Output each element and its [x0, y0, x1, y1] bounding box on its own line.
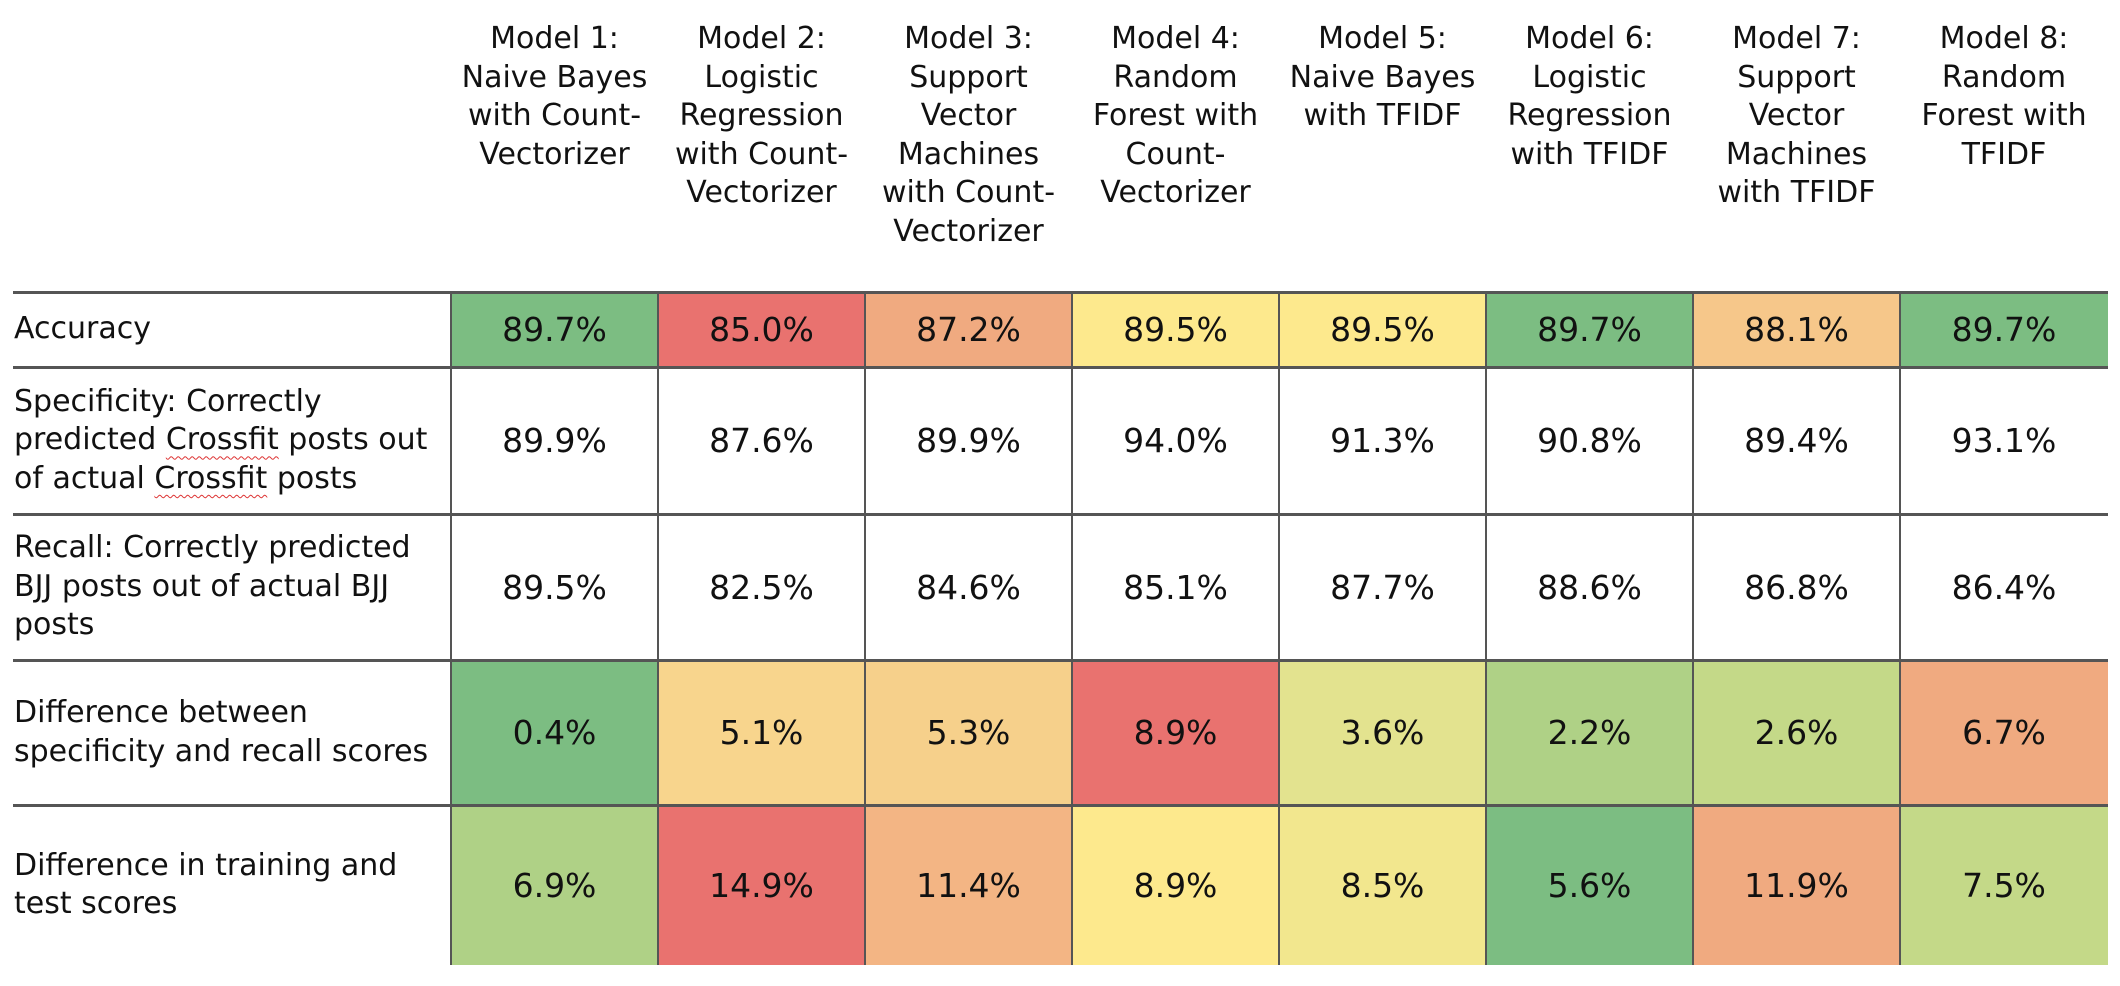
table-cell-r3-c8: 86.4% — [1900, 514, 2108, 660]
table-cell-r4-c2: 5.1% — [658, 660, 865, 805]
table-cell-r3-c3: 84.6% — [865, 514, 1072, 660]
column-header-model-5: Model 5: Naive Bayes with TFIDF — [1289, 21, 1476, 133]
table-cell-r4-c3: 5.3% — [865, 660, 1072, 805]
table-cell-r3-c6: 88.6% — [1486, 514, 1693, 660]
row-label-2: Specificity: Correctly predicted Crossfi… — [14, 383, 428, 496]
column-divider — [1485, 292, 1487, 965]
column-divider — [450, 292, 452, 965]
table-cell-r4-c6: 2.2% — [1486, 660, 1693, 805]
table-cell-r3-c2: 82.5% — [658, 514, 865, 660]
table-cell-r2-c4: 94.0% — [1072, 367, 1279, 514]
table-cell-r2-c8: 93.1% — [1900, 367, 2108, 514]
table-cell-r4-c4: 8.9% — [1072, 660, 1279, 805]
table-cell-r4-c8: 6.7% — [1900, 660, 2108, 805]
column-header-model-6: Model 6: Logistic Regression with TFIDF — [1507, 21, 1672, 172]
column-divider — [1278, 292, 1280, 965]
table-cell-r4-c1: 0.4% — [451, 660, 658, 805]
table-cell-r2-c7: 89.4% — [1693, 367, 1900, 514]
column-divider — [1071, 292, 1073, 965]
table-cell-r1-c8: 89.7% — [1900, 292, 2108, 367]
table-cell-r5-c8: 7.5% — [1900, 805, 2108, 965]
column-divider — [1899, 292, 1901, 965]
table-cell-r3-c5: 87.7% — [1279, 514, 1486, 660]
table-cell-r3-c4: 85.1% — [1072, 514, 1279, 660]
table-cell-r5-c5: 8.5% — [1279, 805, 1486, 965]
table-cell-r3-c1: 89.5% — [451, 514, 658, 660]
column-divider — [864, 292, 866, 965]
row-label-1: Accuracy — [14, 311, 151, 347]
column-divider — [1692, 292, 1694, 965]
table-cell-r4-c5: 3.6% — [1279, 660, 1486, 805]
column-header-model-8: Model 8: Random Forest with TFIDF — [1921, 21, 2087, 172]
row-label-5: Difference in training and test scores — [14, 847, 398, 922]
table-cell-r1-c2: 85.0% — [658, 292, 865, 367]
row-label-3: Recall: Correctly predicted BJJ posts ou… — [14, 530, 411, 643]
row-label-4: Difference between specificity and recal… — [14, 695, 429, 769]
column-header-model-7: Model 7: Support Vector Machines with TF… — [1717, 21, 1876, 210]
row-divider — [13, 366, 2108, 369]
table-cell-r2-c6: 90.8% — [1486, 367, 1693, 514]
row-divider — [13, 291, 2108, 294]
table-cell-r2-c3: 89.9% — [865, 367, 1072, 514]
row-divider — [13, 804, 2108, 807]
table-cell-r2-c5: 91.3% — [1279, 367, 1486, 514]
table-cell-r3-c7: 86.8% — [1693, 514, 1900, 660]
table-cell-r1-c6: 89.7% — [1486, 292, 1693, 367]
table-cell-r5-c2: 14.9% — [658, 805, 865, 965]
column-header-model-4: Model 4: Random Forest with Count- Vecto… — [1092, 21, 1259, 210]
table-cell-r5-c3: 11.4% — [865, 805, 1072, 965]
table-cell-r1-c3: 87.2% — [865, 292, 1072, 367]
row-divider — [13, 659, 2108, 662]
table-cell-r2-c1: 89.9% — [451, 367, 658, 514]
table-cell-r1-c7: 88.1% — [1693, 292, 1900, 367]
column-header-model-1: Model 1: Naive Bayes with Count- Vectori… — [461, 21, 648, 172]
table-cell-r1-c4: 89.5% — [1072, 292, 1279, 367]
table-cell-r5-c1: 6.9% — [451, 805, 658, 965]
table-cell-r1-c1: 89.7% — [451, 292, 658, 367]
table-cell-r5-c4: 8.9% — [1072, 805, 1279, 965]
table-cell-r5-c7: 11.9% — [1693, 805, 1900, 965]
table-cell-r5-c6: 5.6% — [1486, 805, 1693, 965]
table-cell-r1-c5: 89.5% — [1279, 292, 1486, 367]
column-divider — [657, 292, 659, 965]
column-header-model-2: Model 2: Logistic Regression with Count-… — [674, 21, 849, 210]
row-divider — [13, 513, 2108, 516]
table-cell-r2-c2: 87.6% — [658, 367, 865, 514]
table-cell-r4-c7: 2.6% — [1693, 660, 1900, 805]
column-header-model-3: Model 3: Support Vector Machines with Co… — [881, 21, 1056, 249]
